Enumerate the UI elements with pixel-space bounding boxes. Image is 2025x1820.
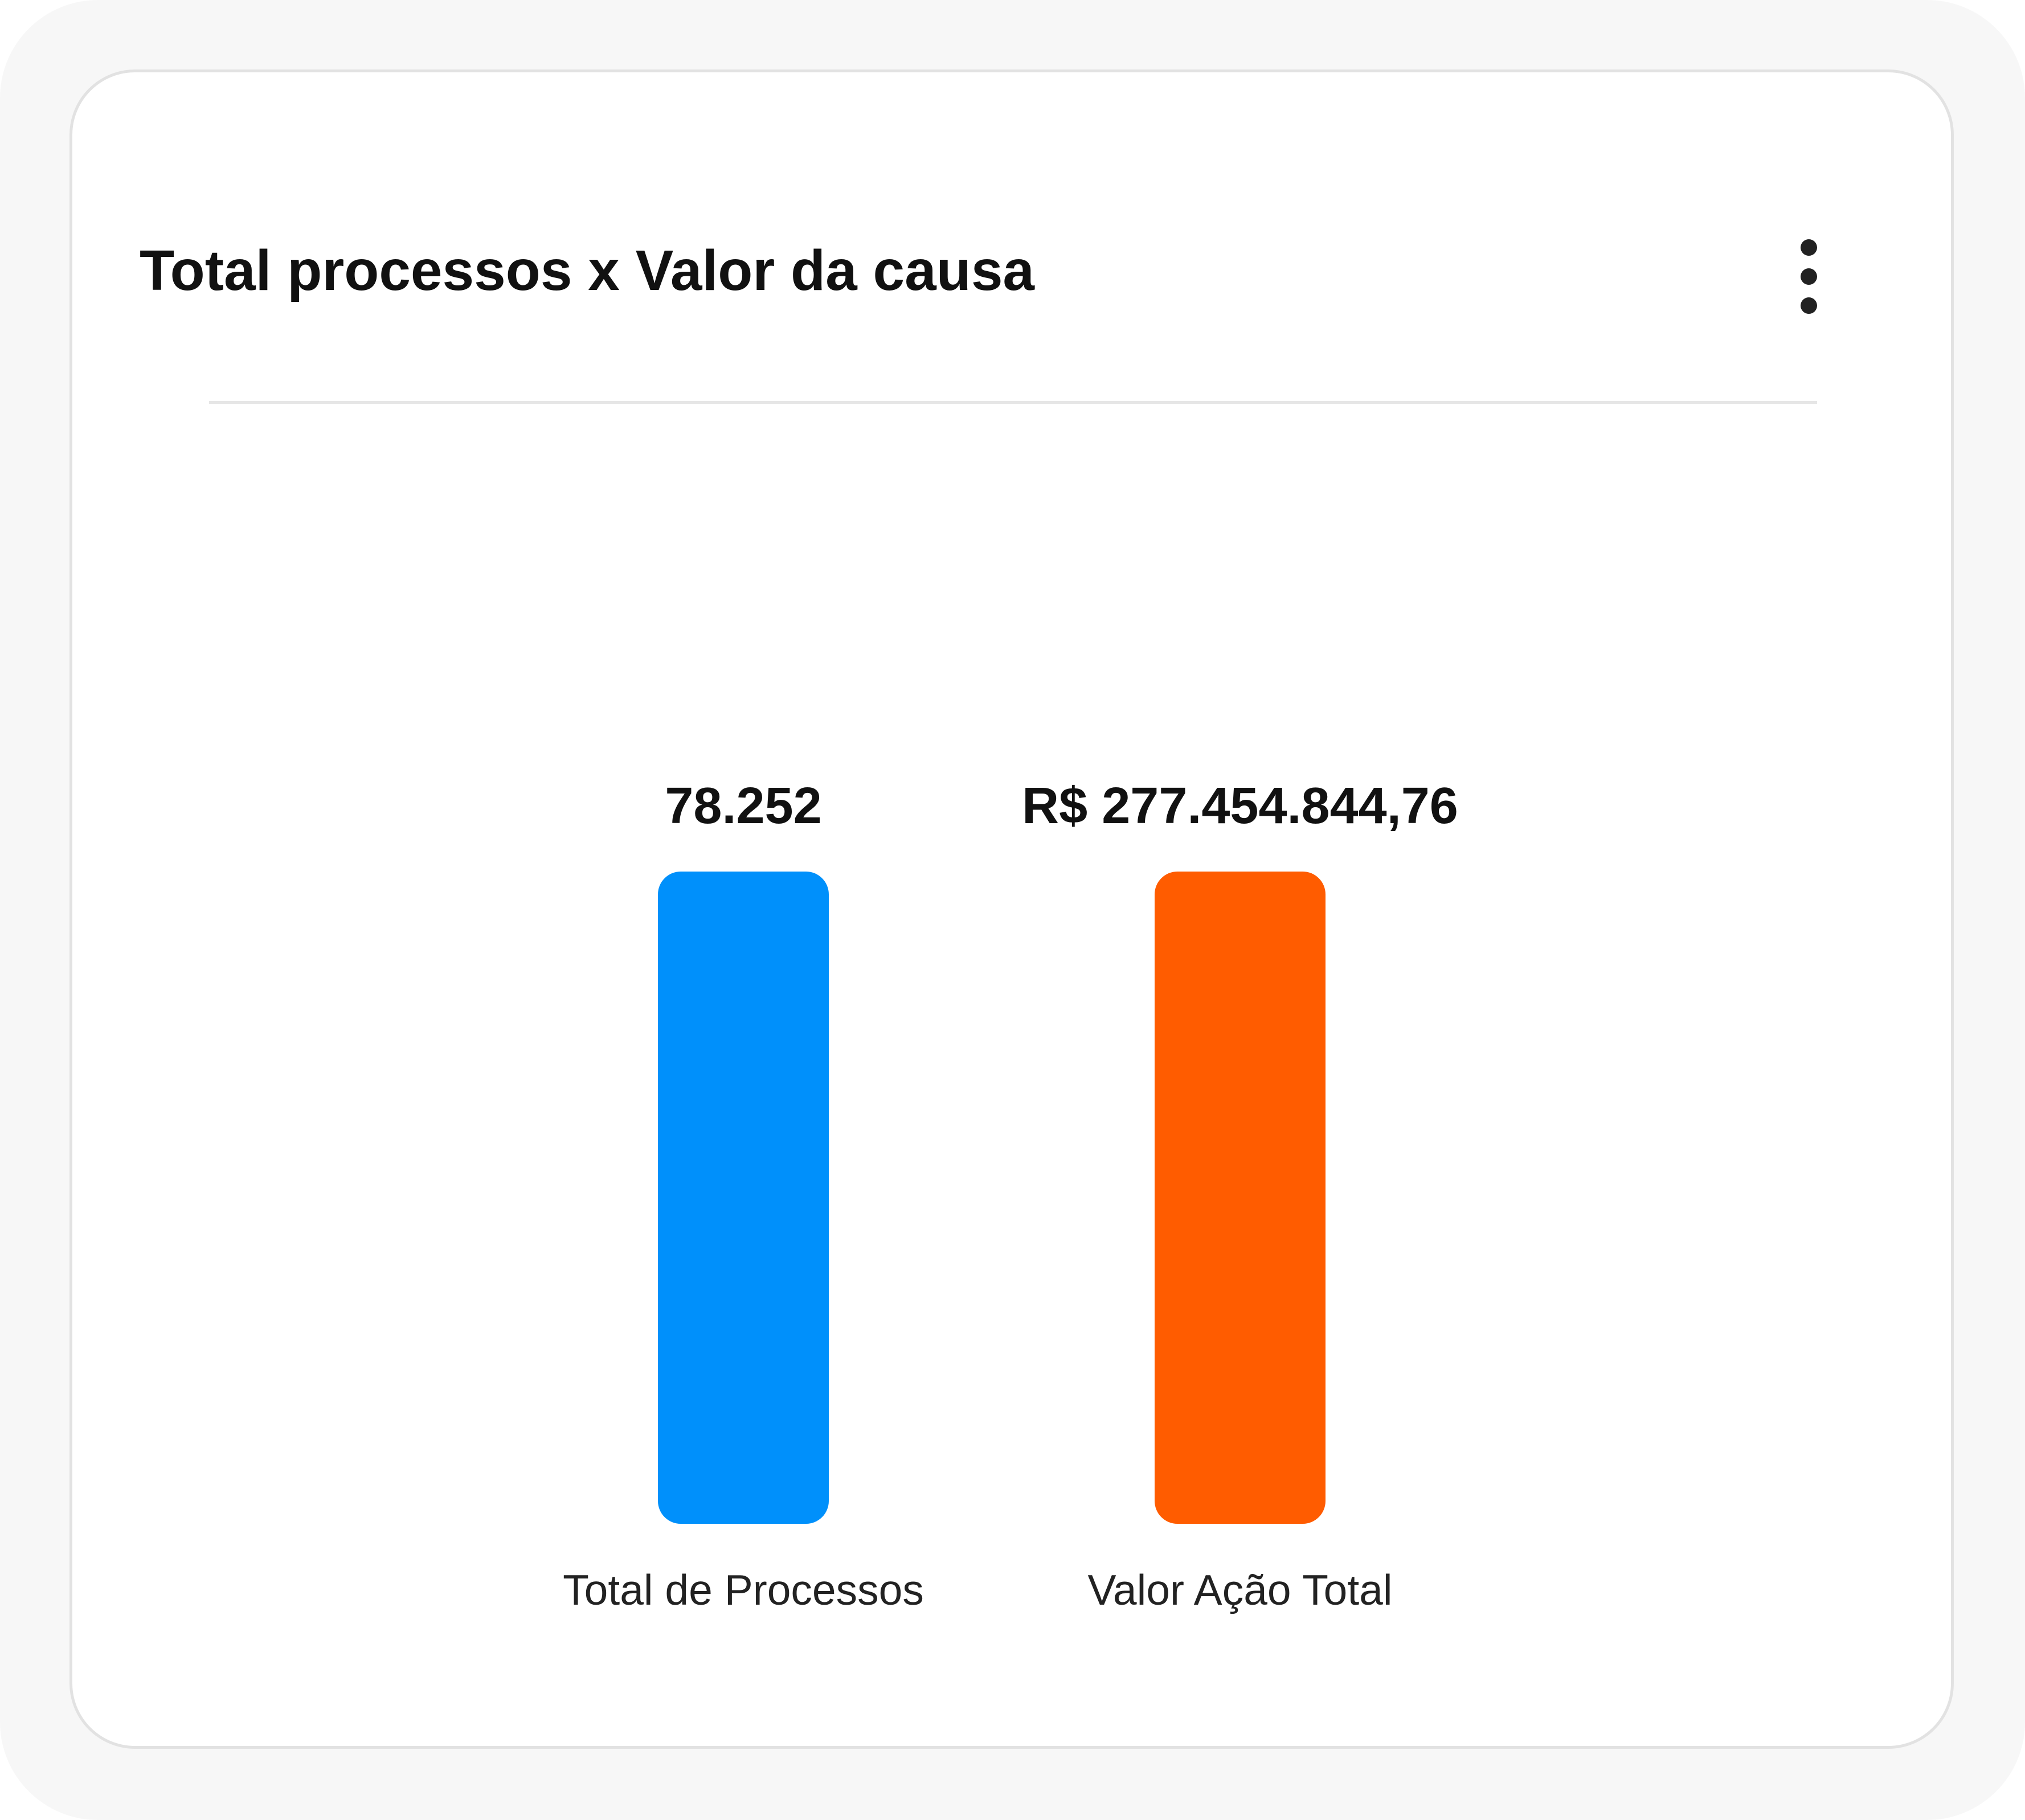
more-vertical-icon: [1800, 297, 1817, 314]
category-label: Total de Processos: [563, 1566, 924, 1614]
category-label: Valor Ação Total: [1087, 1566, 1392, 1614]
more-options-button[interactable]: [1783, 228, 1834, 325]
bar-valor-acao-total: [1155, 872, 1326, 1524]
header-divider: [209, 401, 1817, 404]
more-vertical-icon: [1800, 268, 1817, 285]
bar-total-processos: [658, 872, 829, 1524]
bar-value-label: R$ 277.454.844,76: [1022, 778, 1458, 835]
more-vertical-icon: [1800, 239, 1817, 256]
chart-card: [69, 69, 1954, 1749]
bar-value-label: 78.252: [665, 778, 821, 835]
card-title: Total processos x Valor da causa: [140, 239, 1035, 302]
